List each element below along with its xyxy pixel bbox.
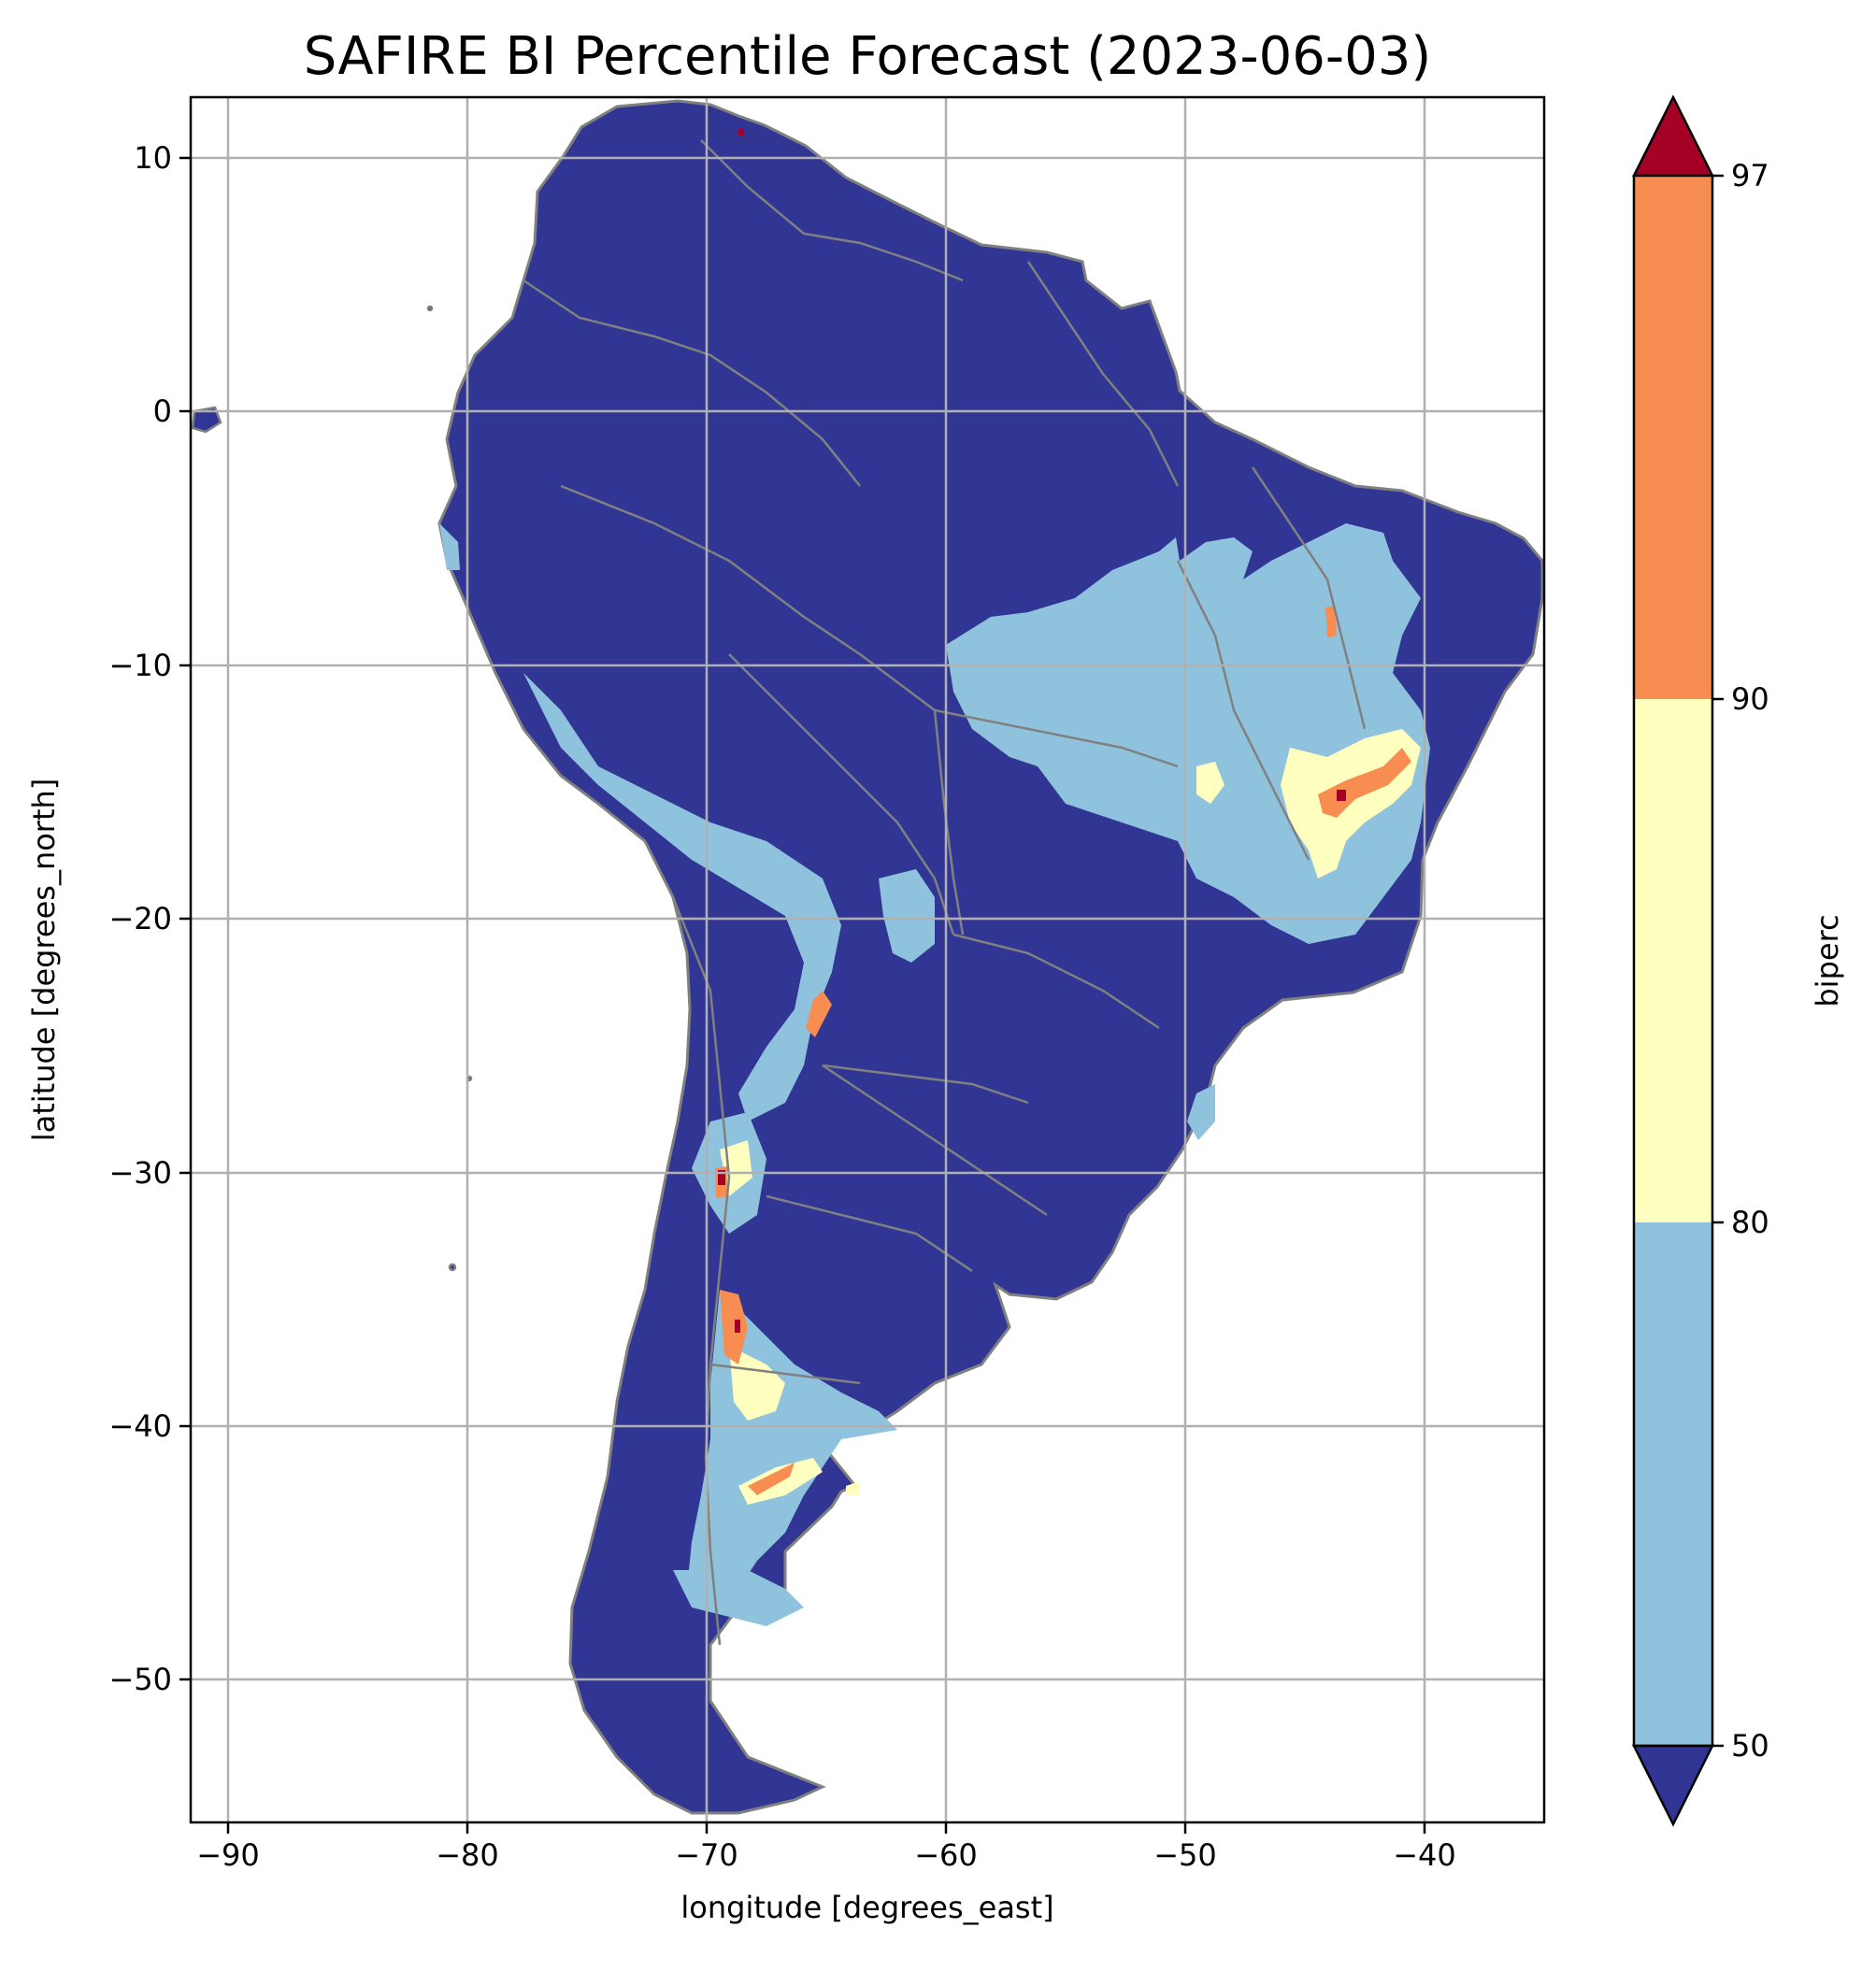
colorbar-under-triangle: [1631, 1744, 1715, 1827]
plot-frame: [189, 95, 1546, 1824]
region-peru-coast: [439, 523, 460, 570]
colorbar-segment-50-80: [1634, 1222, 1712, 1746]
region-piaui-spot: [1325, 606, 1337, 637]
x-tick-label: −70: [675, 1837, 738, 1873]
region-extreme-cuyo: [718, 1170, 725, 1185]
galapagos-islands: [191, 406, 222, 434]
x-tick-label: −90: [196, 1837, 260, 1873]
y-tick-label: 10: [134, 140, 172, 176]
colorbar: 97 90 80 50 biperc: [1631, 94, 1845, 1827]
colorbar-tick-label: 50: [1731, 1728, 1769, 1764]
region-chaco-west: [879, 869, 935, 963]
x-axis: −90 −80 −70 −60 −50 −40 longitude [degre…: [196, 1822, 1456, 1925]
y-tick-label: −10: [108, 648, 172, 683]
region-mendoza-orange: [720, 1290, 748, 1364]
region-goias-patch: [1196, 762, 1224, 804]
x-tick-label: −80: [436, 1837, 499, 1873]
region-extreme-mendoza: [735, 1320, 740, 1333]
malpelo-island: [426, 305, 434, 312]
colorbar-label: biperc: [1810, 914, 1845, 1007]
colorbar-tick-label: 97: [1731, 158, 1769, 193]
y-tick-label: −20: [108, 901, 172, 936]
region-andes-line: [806, 991, 832, 1037]
x-axis-label: longitude [degrees_east]: [680, 1890, 1053, 1925]
x-tick-label: −60: [914, 1837, 978, 1873]
y-axis: 10 0 −10 −20 −30 −40 −50 latitude [degre…: [26, 140, 191, 1697]
y-axis-label: latitude [degrees_north]: [26, 778, 62, 1142]
colorbar-tick-label: 80: [1731, 1205, 1769, 1240]
region-mendoza: [729, 1346, 785, 1421]
colorbar-segment-80-90: [1634, 699, 1712, 1222]
colorbar-tick-label: 90: [1731, 681, 1769, 717]
region-extreme-venezuela: [738, 129, 744, 136]
region-extreme-bahia: [1337, 790, 1346, 801]
region-central-andes: [523, 673, 841, 1121]
y-tick-label: −50: [108, 1662, 172, 1697]
country-boundaries: [523, 139, 1367, 1646]
chart-title: SAFIRE BI Percentile Forecast (2023-06-0…: [304, 26, 1431, 87]
colorbar-over-triangle: [1631, 94, 1715, 178]
colorbar-segment-90-97: [1634, 176, 1712, 699]
islands: [191, 305, 473, 1272]
x-tick-label: −50: [1153, 1837, 1217, 1873]
y-tick-label: 0: [153, 393, 172, 429]
y-tick-label: −30: [108, 1155, 172, 1191]
colorbar-frame: [1632, 174, 1714, 1748]
region-valdes: [846, 1481, 860, 1495]
class-over-97-regions: [718, 129, 1346, 1333]
y-tick-label: −40: [108, 1408, 172, 1444]
juan-fernandez-island: [448, 1263, 457, 1272]
region-uruguay-coast: [1187, 1084, 1215, 1140]
map-plot-area: −90 −80 −70 −60 −50 −40 longitude [degre…: [26, 95, 1546, 1925]
region-patagonia-orange: [748, 1463, 795, 1495]
x-tick-label: −40: [1393, 1837, 1456, 1873]
grid-lines: [191, 97, 1544, 1822]
